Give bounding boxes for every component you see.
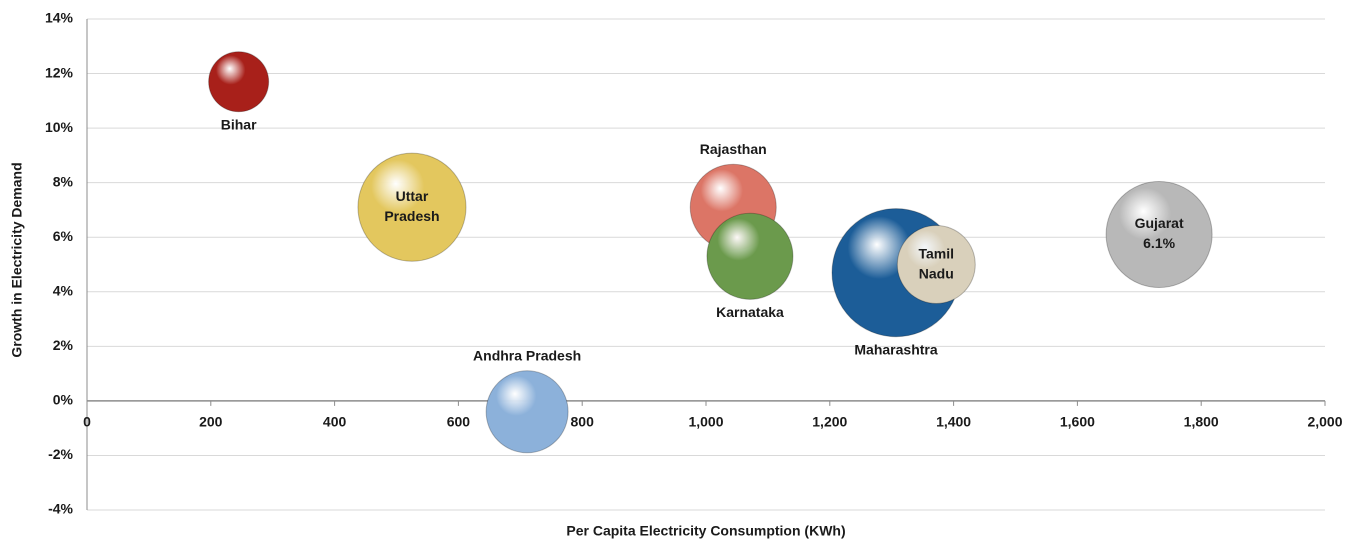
y-tick-label: 8%	[53, 173, 74, 189]
bubble-label: Tamil Nadu	[919, 245, 955, 281]
bubble-label: Maharashtra	[854, 341, 937, 357]
x-axis-title: Per Capita Electricity Consumption (KWh)	[566, 523, 845, 539]
x-tick-label: 1,800	[1184, 414, 1219, 430]
bubble-label: Rajasthan	[700, 141, 767, 157]
y-tick-label: -2%	[48, 446, 73, 462]
bubble	[896, 225, 976, 304]
label-line: Tamil	[919, 245, 955, 261]
bubble-label: Karnataka	[716, 304, 784, 320]
y-tick-label: 0%	[53, 392, 74, 408]
y-axis-title: Growth in Electricity Demand	[9, 162, 25, 357]
y-tick-label: 2%	[53, 337, 74, 353]
bubble	[208, 51, 270, 113]
label-line: Pradesh	[384, 208, 439, 224]
bubble	[485, 370, 569, 454]
x-tick-label: 200	[199, 414, 223, 430]
x-tick-label: 1,200	[812, 414, 847, 430]
label-line: Nadu	[919, 265, 954, 281]
x-tick-label: 1,600	[1060, 414, 1095, 430]
x-tick-label: 2,000	[1307, 414, 1342, 430]
y-tick-label: -4%	[48, 501, 73, 517]
bubble-label: Uttar Pradesh	[384, 188, 439, 224]
x-tick-label: 400	[323, 414, 347, 430]
y-tick-label: 10%	[45, 119, 74, 135]
x-tick-label: 1,000	[688, 414, 723, 430]
bubble-label: Andhra Pradesh	[473, 348, 581, 364]
y-tick-label: 6%	[53, 228, 74, 244]
x-tick-label: 0	[83, 414, 91, 430]
bubble	[357, 152, 467, 262]
y-tick-label: 4%	[53, 282, 74, 298]
bubble-label: Gujarat	[1135, 215, 1184, 231]
value-label: 6.1%	[1143, 235, 1175, 251]
y-tick-label: 12%	[45, 64, 74, 80]
bubble-label: Bihar	[221, 116, 257, 132]
y-tick-label: 14%	[45, 10, 74, 26]
x-tick-label: 600	[447, 414, 471, 430]
bubble	[1105, 180, 1213, 289]
bubble	[706, 212, 794, 300]
label-line: Uttar	[396, 188, 429, 204]
x-tick-label: 1,400	[936, 414, 971, 430]
x-tick-label: 800	[571, 414, 595, 430]
